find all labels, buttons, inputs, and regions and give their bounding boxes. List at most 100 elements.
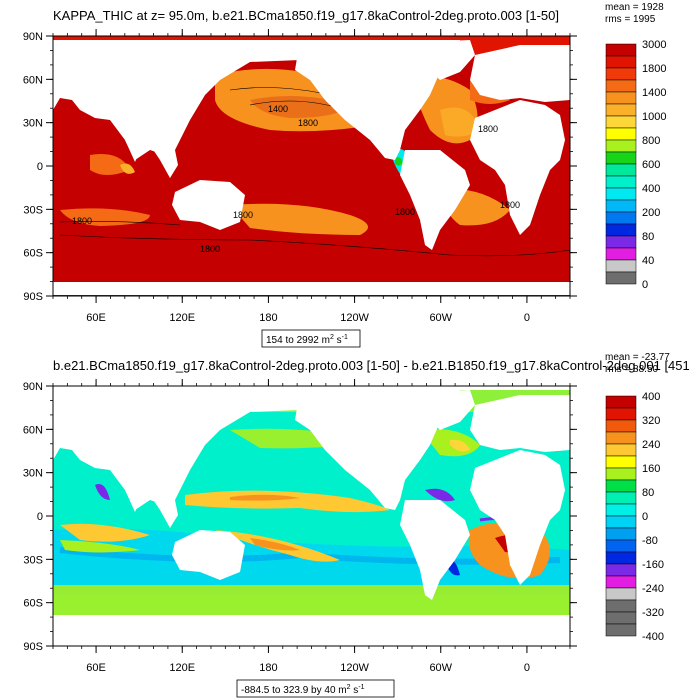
contour-label: 1400	[268, 104, 288, 114]
colorbar-swatch	[605, 455, 637, 469]
y-tick-label: 90S	[23, 641, 43, 653]
colorbar-swatch	[605, 563, 637, 577]
x-tick-label: 180	[259, 662, 277, 674]
colorbar-swatch	[605, 551, 637, 565]
top-title: KAPPA_THIC at z= 95.0m, b.e21.BCma1850.f…	[53, 8, 559, 23]
colorbar-swatch	[605, 127, 637, 141]
colorbar-swatch	[605, 431, 637, 445]
colorbar-label: 1400	[642, 87, 666, 99]
x-tick-label: 60E	[86, 662, 106, 674]
colorbar-label: -240	[642, 583, 664, 595]
bottom-panel: b.e21.BCma1850.f19_g17.8kaControl-2deg.p…	[23, 352, 690, 698]
y-tick-label: 90S	[23, 291, 43, 303]
colorbar-label: 240	[642, 439, 660, 451]
colorbar-swatch	[605, 163, 637, 177]
bottom-map-field	[52, 385, 571, 647]
colorbar-swatch	[605, 587, 637, 601]
contour-label: 1800	[500, 200, 520, 210]
top-contour-labels: 1400 1800 1800 1800 1800 1800 1800 1800	[72, 104, 520, 254]
colorbar-label: -320	[642, 607, 664, 619]
contour-label: 1800	[478, 124, 498, 134]
x-tick-label: 120W	[340, 312, 369, 324]
colorbar-label: 400	[642, 391, 660, 403]
colorbar-label: 0	[642, 511, 648, 523]
bottom-range-box: -884.5 to 323.9 by 40 m2 s-1	[236, 679, 395, 698]
top-panel: KAPPA_THIC at z= 95.0m, b.e21.BCma1850.f…	[23, 2, 666, 348]
colorbar-swatch	[605, 43, 637, 57]
colorbar-label: -80	[642, 535, 658, 547]
colorbar-label: 1000	[642, 111, 666, 123]
colorbar-swatch	[605, 115, 637, 129]
colorbar-label: 160	[642, 463, 660, 475]
colorbar-swatch	[605, 515, 637, 529]
contour-label: 1800	[233, 210, 253, 220]
colorbar-swatch	[605, 67, 637, 81]
svg-text:-884.5 to 323.9 by 40 m2 s-1: -884.5 to 323.9 by 40 m2 s-1	[241, 684, 365, 696]
x-tick-label: 120E	[169, 662, 195, 674]
x-tick-label: 0	[524, 312, 530, 324]
contour-label: 1800	[395, 207, 415, 217]
colorbar-swatch	[605, 259, 637, 273]
y-tick-label: 30N	[23, 468, 43, 480]
y-tick-label: 0	[37, 161, 43, 173]
colorbar-label: -160	[642, 559, 664, 571]
colorbar-swatch	[605, 199, 637, 213]
colorbar-label: 200	[642, 207, 660, 219]
colorbar-swatch	[605, 539, 637, 553]
bottom-stat-rms: rms = 88.50	[605, 364, 659, 375]
x-tick-label: 120E	[169, 312, 195, 324]
colorbar-swatch	[605, 91, 637, 105]
colorbar-swatch	[605, 491, 637, 505]
colorbar-label: 3000	[642, 39, 666, 51]
colorbar-swatch	[605, 575, 637, 589]
top-stat-mean: mean = 1928	[605, 2, 664, 13]
colorbar-swatch	[605, 175, 637, 189]
y-tick-label: 30N	[23, 118, 43, 130]
x-tick-label: 60W	[429, 662, 452, 674]
colorbar-swatch	[605, 151, 637, 165]
colorbar-swatch	[605, 443, 637, 457]
x-tick-label: 60E	[86, 312, 106, 324]
contour-label: 1800	[298, 118, 318, 128]
svg-text:154 to 2992 m2 s-1: 154 to 2992 m2 s-1	[266, 334, 348, 346]
y-tick-label: 60S	[23, 598, 43, 610]
colorbar-swatch	[605, 223, 637, 237]
colorbar-swatch	[605, 479, 637, 493]
colorbar-label: 600	[642, 159, 660, 171]
colorbar-label: 800	[642, 135, 660, 147]
y-tick-label: 60N	[23, 424, 43, 436]
colorbar-label: 1800	[642, 63, 666, 75]
colorbar-swatch	[605, 599, 637, 613]
top-stat-rms: rms = 1995	[605, 14, 656, 25]
bottom-stat-mean: mean = -23.77	[605, 352, 670, 363]
colorbar-swatch	[605, 55, 637, 69]
colorbar-swatch	[605, 527, 637, 541]
colorbar-label: 80	[642, 231, 654, 243]
top-axes: 60E 120E 180 120W 60W 0 90N 60N 30N 0 30S 60S 90S	[23, 29, 577, 324]
colorbar-label: 40	[642, 255, 654, 267]
colorbar-label: 0	[642, 279, 648, 291]
y-tick-label: 60S	[23, 248, 43, 260]
colorbar-swatch	[605, 467, 637, 481]
contour-label: 1800	[72, 216, 92, 226]
colorbar-swatch	[605, 503, 637, 517]
colorbar-swatch	[605, 235, 637, 249]
colorbar-swatch	[605, 407, 637, 421]
colorbar-swatch	[605, 271, 637, 285]
colorbar-swatch	[605, 139, 637, 153]
colorbar-swatch	[605, 211, 637, 225]
colorbar-swatch	[605, 79, 637, 93]
y-tick-label: 30S	[23, 204, 43, 216]
x-tick-label: 180	[259, 312, 277, 324]
colorbar-label: 320	[642, 415, 660, 427]
colorbar-swatch	[605, 395, 637, 409]
contour-label: 1800	[200, 244, 220, 254]
colorbar-label: 80	[642, 487, 654, 499]
colorbar-label: 400	[642, 183, 660, 195]
colorbar-swatch	[605, 611, 637, 625]
bottom-axes: 60E 120E 180 120W 60W 0 90N 60N 30N 0 30S 60S 90S	[23, 379, 577, 674]
x-tick-label: 0	[524, 662, 530, 674]
y-tick-label: 30S	[23, 554, 43, 566]
